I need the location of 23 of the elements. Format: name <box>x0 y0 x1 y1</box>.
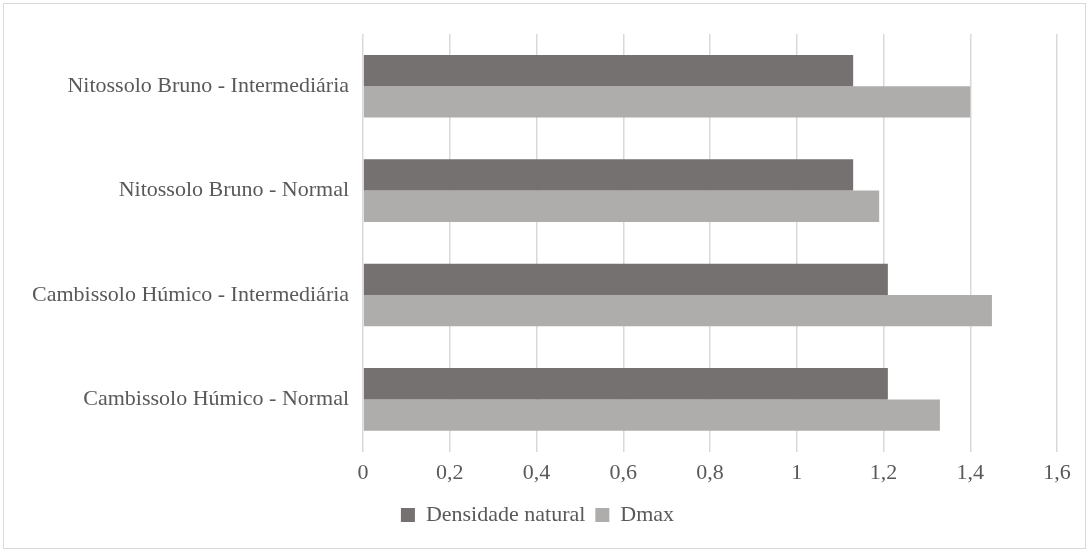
x-tick-label: 0 <box>357 458 369 484</box>
y-tick-label: Nitossolo Bruno - Intermediária <box>67 71 350 97</box>
legend-label: Densidade natural <box>425 500 586 526</box>
bar <box>363 263 888 295</box>
bar <box>363 368 888 400</box>
bar <box>363 54 854 87</box>
bar <box>363 190 880 222</box>
y-tick-label: Nitossolo Bruno - Normal <box>118 176 350 202</box>
x-tick-label: 1,4 <box>956 458 985 484</box>
x-tick-label: 1 <box>791 458 803 484</box>
bar <box>363 399 940 431</box>
x-tick-label: 1,6 <box>1043 458 1071 484</box>
legend-label: Dmax <box>620 500 675 526</box>
bar <box>363 159 854 191</box>
y-tick-label: Cambissolo Húmico - Normal <box>83 385 350 411</box>
y-tick-label: Cambissolo Húmico - Intermediária <box>31 280 350 306</box>
x-tick-label: 0,2 <box>436 458 464 484</box>
bar <box>363 295 992 327</box>
x-tick-label: 0,6 <box>609 458 638 484</box>
bar <box>363 86 971 118</box>
x-tick-label: 1,2 <box>869 458 898 484</box>
x-tick-label: 0,8 <box>696 458 724 484</box>
x-tick-label: 0,4 <box>522 458 551 484</box>
